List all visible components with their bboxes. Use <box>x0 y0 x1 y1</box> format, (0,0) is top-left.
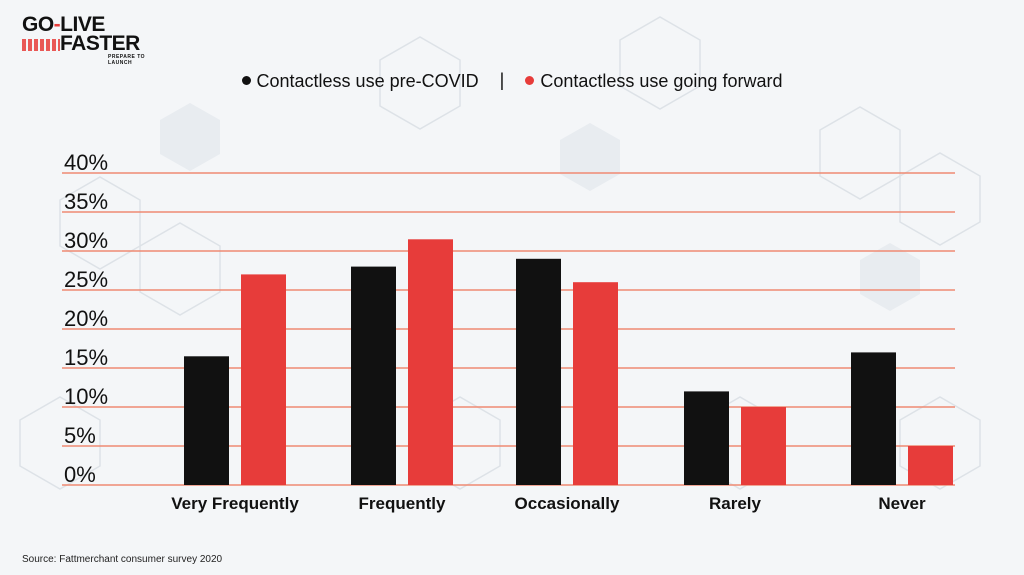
bar-going-forward <box>908 446 953 485</box>
legend-label-pre-covid: Contactless use pre-COVID <box>256 70 479 91</box>
bar-pre-covid <box>351 266 396 485</box>
y-tick-label: 40% <box>64 150 108 175</box>
legend-item-going-forward: Contactless use going forward <box>525 71 782 92</box>
chart-legend: Contactless use pre-COVID | Contactless … <box>0 70 1024 92</box>
logo-pixel-mark <box>22 39 60 51</box>
x-category-label: Occasionally <box>515 494 620 513</box>
logo-line-2: FASTER <box>60 32 140 55</box>
logo-line-1: GO-LIVE <box>22 13 105 36</box>
bar-going-forward <box>241 274 286 485</box>
legend-item-pre-covid: Contactless use pre-COVID <box>241 70 479 92</box>
y-tick-label: 5% <box>64 423 96 448</box>
y-tick-label: 30% <box>64 228 108 253</box>
y-tick-label: 15% <box>64 345 108 370</box>
bar-pre-covid <box>184 356 229 485</box>
logo-tagline: PREPARE TO LAUNCH <box>108 54 146 66</box>
x-category-label: Very Frequently <box>171 494 299 513</box>
bar-going-forward <box>741 407 786 485</box>
y-tick-label: 0% <box>64 462 96 487</box>
legend-dot-red <box>525 75 535 85</box>
y-tick-label: 20% <box>64 306 108 331</box>
bar-going-forward <box>573 282 618 485</box>
y-tick-label: 35% <box>64 189 108 214</box>
legend-separator: | <box>499 70 505 90</box>
x-category-label: Never <box>878 494 926 513</box>
bar-going-forward <box>408 239 453 485</box>
x-category-label: Frequently <box>359 494 446 513</box>
y-tick-label: 25% <box>64 267 108 292</box>
x-category-label: Rarely <box>709 494 762 513</box>
bar-pre-covid <box>684 391 729 485</box>
bar-pre-covid <box>516 258 561 485</box>
bar-pre-covid <box>851 352 896 485</box>
y-tick-label: 10% <box>64 384 108 409</box>
source-note: Source: Fattmerchant consumer survey 202… <box>22 554 223 565</box>
legend-dot-black <box>241 75 251 85</box>
go-live-faster-logo: GO-LIVE FASTER PREPARE TO LAUNCH <box>22 13 152 66</box>
legend-label-going-forward: Contactless use going forward <box>540 70 783 91</box>
